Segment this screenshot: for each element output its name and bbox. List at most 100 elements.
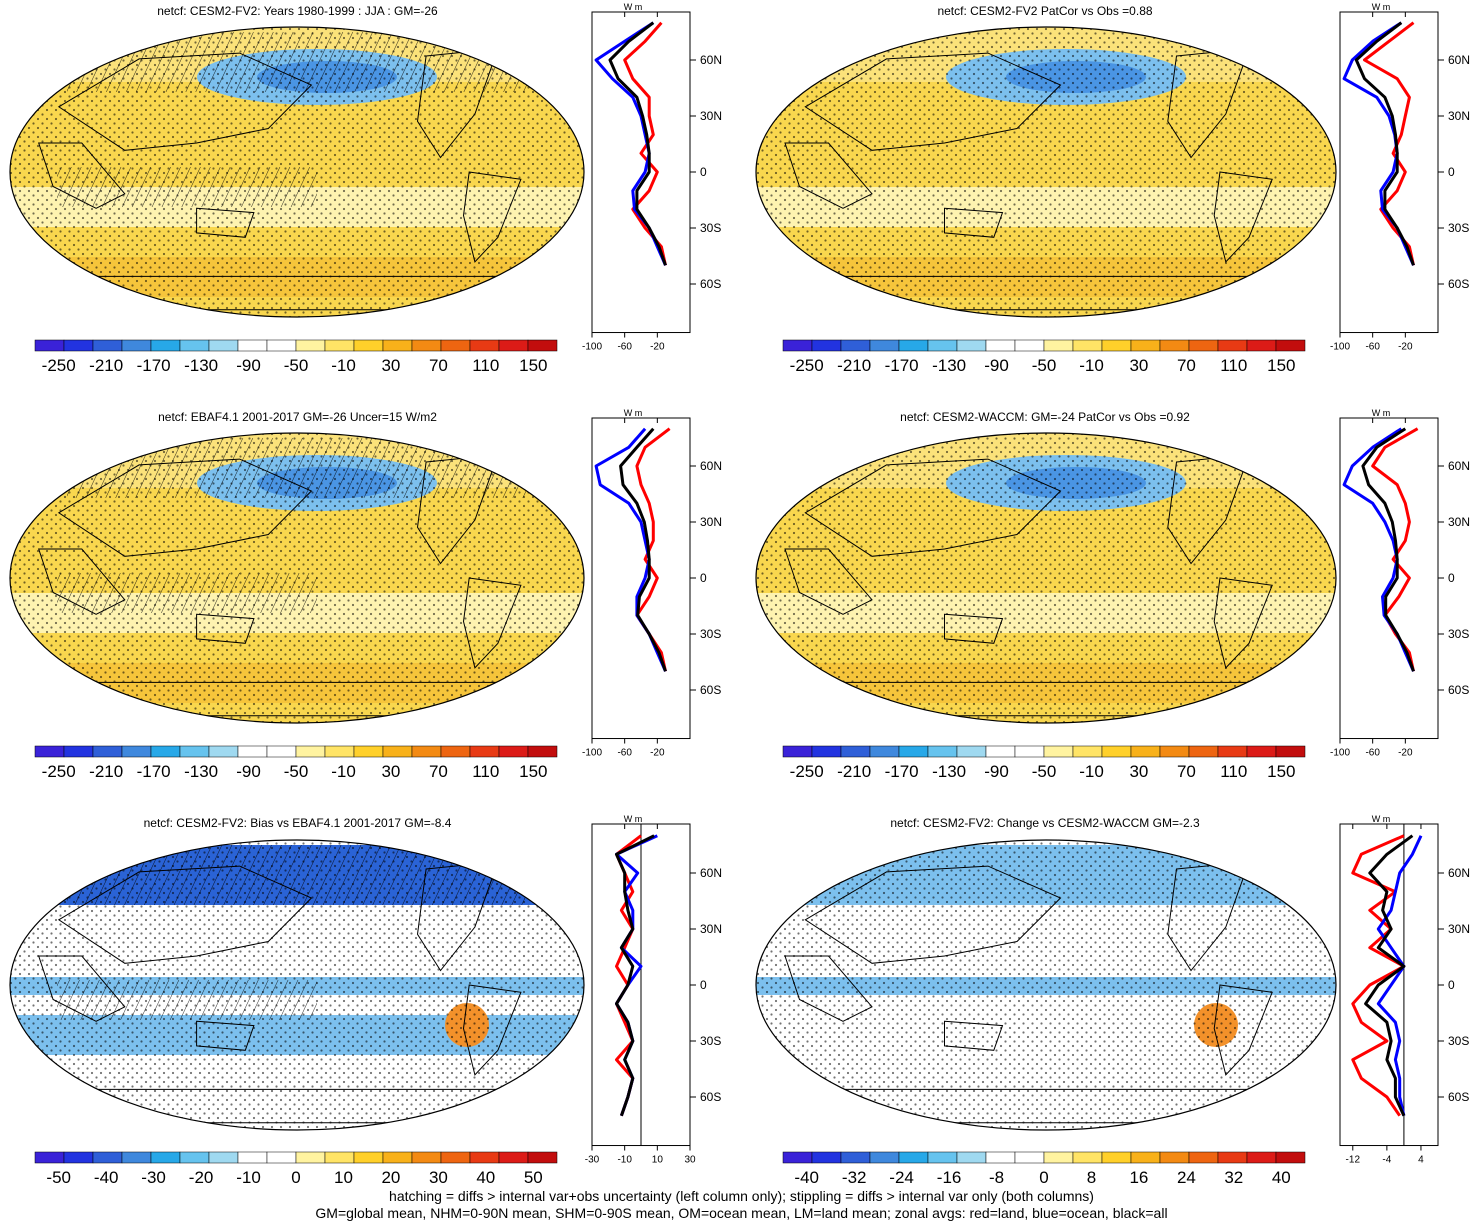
colorbar-swatch <box>498 339 529 352</box>
lat-tick-label: 30S <box>1448 1034 1469 1048</box>
colorbar-swatch <box>179 745 210 758</box>
lat-tick-label: 30N <box>1448 515 1470 529</box>
colorbar-label: 110 <box>1220 762 1247 781</box>
colorbar-swatch <box>121 1151 152 1164</box>
colorbar-swatch <box>208 745 239 758</box>
colorbar-swatch <box>1101 745 1132 758</box>
colorbar-label: -90 <box>236 356 261 375</box>
colorbar-label: -40 <box>94 1168 119 1187</box>
colorbar-label: 150 <box>1267 762 1295 781</box>
colorbar-swatch <box>63 1151 94 1164</box>
colorbar-swatch <box>840 745 871 758</box>
colorbar-swatch <box>927 339 958 352</box>
lat-tick-label: 30N <box>1448 109 1470 123</box>
colorbar-swatch <box>527 1151 558 1164</box>
colorbar-swatch <box>440 1151 471 1164</box>
colorbar-label: 16 <box>1129 1168 1148 1187</box>
lat-tick-label: 0 <box>1448 165 1455 179</box>
colorbar-swatch <box>179 339 210 352</box>
zonal-profile-3: 60N 30N 0 30S 60S -100 -60 -20 W m <box>582 408 722 759</box>
colorbar-2: -250 -210 -170 -130 -90 -50 -10 30 70 110 150 <box>782 339 1306 375</box>
colorbar-swatch <box>1014 1151 1045 1164</box>
colorbar-label: -130 <box>932 356 966 375</box>
colorbar-label: 32 <box>1224 1168 1243 1187</box>
x-tick-label: -20 <box>1398 748 1413 759</box>
colorbar-label: -20 <box>189 1168 214 1187</box>
colorbar-swatch <box>1101 1151 1132 1164</box>
zonal-profile-2: 60N 30N 0 30S 60S -100 -60 -20 W m <box>1330 2 1470 353</box>
colorbar-label: 150 <box>519 356 547 375</box>
colorbar-swatch <box>985 745 1016 758</box>
zonal-line-land <box>615 834 642 1117</box>
colorbar-3: -250 -210 -170 -130 -90 -50 -10 30 70 110 150 <box>34 745 558 781</box>
colorbar-label: 30 <box>1129 356 1148 375</box>
colorbar-swatch <box>1130 339 1161 352</box>
panel-title-6: netcf: CESM2-FV2: Change vs CESM2-WACCM … <box>890 816 1200 830</box>
colorbar-swatch <box>179 1151 210 1164</box>
colorbar-swatch <box>295 1151 326 1164</box>
colorbar-label: -250 <box>790 762 824 781</box>
colorbar-swatch <box>150 1151 181 1164</box>
lat-tick-label: 0 <box>700 165 707 179</box>
colorbar-label: -130 <box>184 356 218 375</box>
colorbar-swatch <box>411 745 442 758</box>
lat-tick-label: 0 <box>1448 571 1455 585</box>
map-outline <box>9 839 585 1131</box>
colorbar-swatch <box>1072 339 1103 352</box>
zonal-line-land <box>635 427 671 672</box>
colorbar-swatch <box>1217 339 1248 352</box>
x-tick-label: -20 <box>1398 342 1413 353</box>
colorbar-swatch <box>266 1151 297 1164</box>
lat-tick-label: 30N <box>700 922 722 936</box>
lat-tick-label: 60S <box>700 683 721 697</box>
colorbar-label: -30 <box>141 1168 166 1187</box>
x-tick-label: -20 <box>650 342 665 353</box>
lat-tick-label: 60N <box>700 53 722 67</box>
colorbar-swatch <box>898 339 929 352</box>
colorbar-swatch <box>1188 339 1219 352</box>
colorbar-label: 70 <box>429 762 448 781</box>
colorbar-swatch <box>63 339 94 352</box>
colorbar-swatch <box>1275 745 1306 758</box>
colorbar-swatch <box>295 745 326 758</box>
colorbar-swatch <box>527 339 558 352</box>
panel-title-5: netcf: CESM2-FV2: Bias vs EBAF4.1 2001-2… <box>143 816 452 830</box>
colorbar-swatch <box>498 1151 529 1164</box>
lat-tick-label: 60S <box>700 277 721 291</box>
zonal-units-label: W m <box>1372 408 1391 418</box>
map-outline <box>755 26 1337 318</box>
x-tick-label: 4 <box>1418 1155 1424 1166</box>
colorbar-swatch <box>208 1151 239 1164</box>
colorbar-swatch <box>382 339 413 352</box>
colorbar-swatch <box>927 1151 958 1164</box>
colorbar-swatch <box>956 1151 987 1164</box>
x-tick-label: -20 <box>650 748 665 759</box>
colorbar-swatch <box>1101 339 1132 352</box>
zonal-units-label: W m <box>624 408 643 418</box>
colorbar-swatch <box>1188 745 1219 758</box>
colorbar-label: 0 <box>1039 1168 1048 1187</box>
x-tick-label: -10 <box>617 1155 632 1166</box>
map-panel-2 <box>755 26 1337 318</box>
colorbar-label: -170 <box>137 762 171 781</box>
colorbar-label: 70 <box>1177 356 1196 375</box>
map-panel-3 <box>9 432 585 724</box>
colorbar-label: -250 <box>42 356 76 375</box>
colorbar-swatch <box>1072 745 1103 758</box>
zonal-frame <box>1339 417 1439 740</box>
footer-line-2: GM=global mean, NHM=0-90N mean, SHM=0-90… <box>315 1205 1168 1221</box>
zonal-units-label: W m <box>1372 2 1391 12</box>
colorbar-swatch <box>1043 745 1074 758</box>
lat-tick-label: 30N <box>700 515 722 529</box>
zonal-line-all <box>608 21 667 266</box>
map-outline <box>755 839 1337 1131</box>
colorbar-label: 8 <box>1087 1168 1096 1187</box>
map-panel-1 <box>9 26 585 318</box>
colorbar-label: -170 <box>137 356 171 375</box>
colorbar-swatch <box>869 745 900 758</box>
lat-tick-label: 30S <box>700 1034 721 1048</box>
hatching-north <box>67 845 527 905</box>
colorbar-swatch <box>34 339 65 352</box>
colorbar-label: -8 <box>989 1168 1004 1187</box>
